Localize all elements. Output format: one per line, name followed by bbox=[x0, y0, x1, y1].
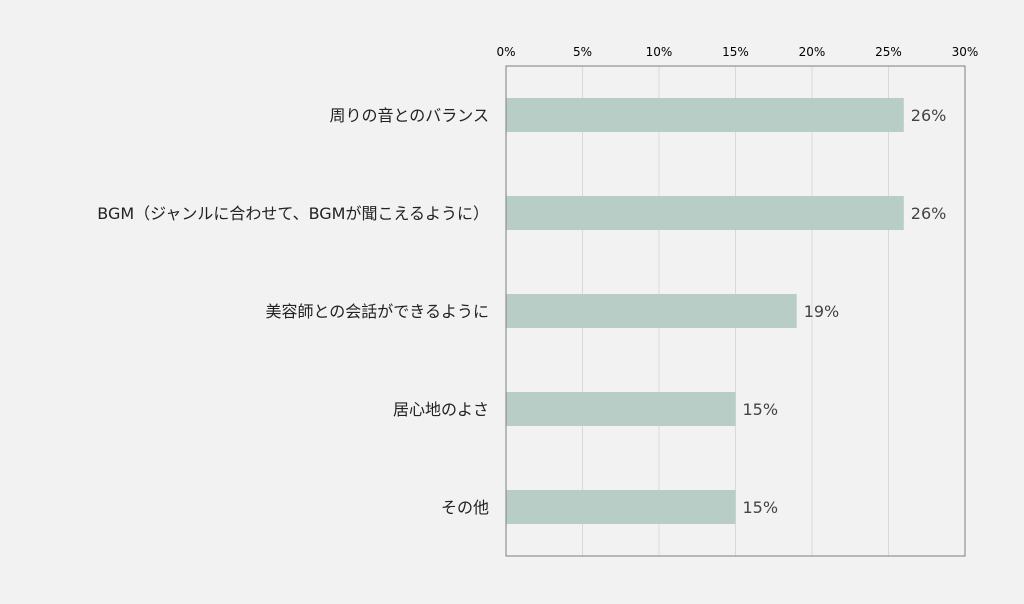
category-label: 美容師との会話ができるように bbox=[265, 302, 489, 321]
bar bbox=[506, 98, 904, 132]
category-labels: 周りの音とのバランス BGM（ジャンルに合わせて、BGMが聞こえるように） 美容師と… bbox=[97, 106, 489, 517]
category-label: その他 bbox=[441, 498, 489, 517]
data-label: 15% bbox=[743, 498, 779, 517]
category-label: BGM（ジャンルに合わせて、BGMが聞こえるように） bbox=[97, 204, 489, 223]
data-label: 26% bbox=[911, 204, 947, 223]
category-label: 周りの音とのバランス bbox=[329, 106, 489, 125]
x-tick-label: 30% bbox=[952, 45, 979, 59]
category-label: 居心地のよさ bbox=[393, 400, 489, 419]
x-tick-label: 10% bbox=[646, 45, 673, 59]
bar bbox=[506, 196, 904, 230]
data-label: 19% bbox=[804, 302, 840, 321]
plot-frame bbox=[505, 65, 966, 557]
bar bbox=[506, 490, 736, 524]
x-tick-label: 0% bbox=[496, 45, 515, 59]
x-tick-label: 15% bbox=[722, 45, 749, 59]
x-tick-label: 20% bbox=[799, 45, 826, 59]
data-labels: 26% 26% 19% 15% 15% bbox=[743, 106, 947, 517]
bars bbox=[506, 98, 904, 524]
x-tick-label: 5% bbox=[573, 45, 592, 59]
bar bbox=[506, 294, 797, 328]
data-label: 15% bbox=[743, 400, 779, 419]
x-tick-label: 25% bbox=[875, 45, 902, 59]
data-label: 26% bbox=[911, 106, 947, 125]
bar bbox=[506, 392, 736, 426]
x-axis-ticks: 0% 5% 10% 15% 20% 25% 30% bbox=[496, 45, 978, 59]
